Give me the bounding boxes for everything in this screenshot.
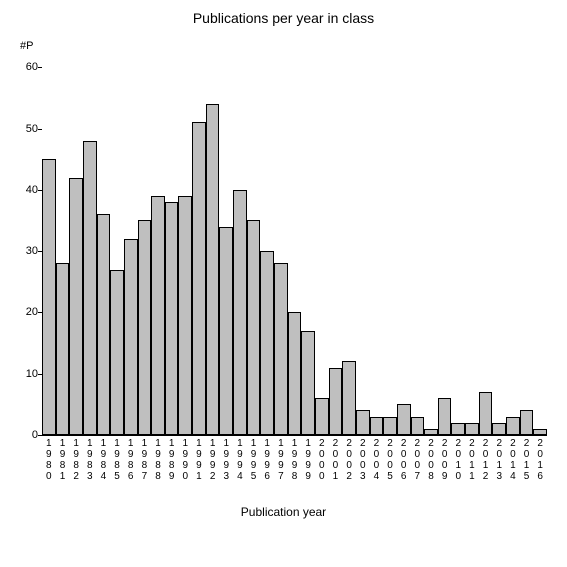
bar (520, 410, 534, 435)
y-axis-label: #P (20, 40, 33, 52)
x-tick-label: 1985 (111, 438, 123, 482)
y-tick-mark (38, 374, 42, 375)
bar (342, 361, 356, 435)
bar (110, 270, 124, 435)
x-tick-label: 1998 (289, 438, 301, 482)
x-tick-label: 2011 (466, 438, 478, 482)
x-tick-label: 1990 (179, 438, 191, 482)
bar (274, 263, 288, 435)
bar (315, 398, 329, 435)
x-tick-label: 1999 (302, 438, 314, 482)
bar (192, 122, 206, 435)
bar (247, 220, 261, 435)
bar (356, 410, 370, 435)
x-tick-label: 2009 (439, 438, 451, 482)
y-tick-mark (38, 251, 42, 252)
x-tick-label: 1993 (220, 438, 232, 482)
bar (370, 417, 384, 435)
bar (492, 423, 506, 435)
bar (69, 178, 83, 435)
x-tick-label: 2007 (411, 438, 423, 482)
x-tick-label: 2005 (384, 438, 396, 482)
bar (42, 159, 56, 435)
x-tick-label: 1994 (234, 438, 246, 482)
bar (178, 196, 192, 435)
bar (465, 423, 479, 435)
bar (151, 196, 165, 435)
bar (138, 220, 152, 435)
x-tick-label: 1980 (43, 438, 55, 482)
bar (383, 417, 397, 435)
bar (124, 239, 138, 435)
x-tick-label: 1988 (152, 438, 164, 482)
bar (506, 417, 520, 435)
plot-area: 0102030405060 (42, 55, 547, 436)
bar (424, 429, 438, 435)
bar (165, 202, 179, 435)
x-tick-label: 1981 (56, 438, 68, 482)
x-tick-label: 1995 (248, 438, 260, 482)
x-tick-label: 1992 (207, 438, 219, 482)
x-tick-label: 2004 (370, 438, 382, 482)
x-tick-label: 1997 (275, 438, 287, 482)
bar (329, 368, 343, 435)
y-tick-label: 40 (20, 184, 38, 196)
bar (260, 251, 274, 435)
bar (301, 331, 315, 435)
bar (451, 423, 465, 435)
x-tick-label: 1991 (193, 438, 205, 482)
x-tick-label: 1987 (138, 438, 150, 482)
chart-title: Publications per year in class (0, 10, 567, 26)
x-tick-label: 2016 (534, 438, 546, 482)
x-tick-label: 1996 (261, 438, 273, 482)
bar (219, 227, 233, 435)
y-tick-label: 30 (20, 245, 38, 257)
bar (533, 429, 547, 435)
x-tick-label: 2001 (329, 438, 341, 482)
y-tick-mark (38, 67, 42, 68)
bar (397, 404, 411, 435)
x-tick-label: 2008 (425, 438, 437, 482)
x-tick-label: 2010 (452, 438, 464, 482)
x-tick-label: 1983 (84, 438, 96, 482)
y-tick-label: 10 (20, 368, 38, 380)
x-tick-label: 1989 (166, 438, 178, 482)
x-tick-label: 2014 (507, 438, 519, 482)
y-tick-label: 20 (20, 306, 38, 318)
x-tick-label: 2013 (493, 438, 505, 482)
x-tick-label: 1984 (97, 438, 109, 482)
x-tick-label: 2006 (398, 438, 410, 482)
y-tick-mark (38, 190, 42, 191)
bar (411, 417, 425, 435)
y-tick-label: 50 (20, 123, 38, 135)
y-tick-mark (38, 435, 42, 436)
bar (83, 141, 97, 435)
bar (97, 214, 111, 435)
bar (233, 190, 247, 435)
y-tick-label: 60 (20, 61, 38, 73)
bar (288, 312, 302, 435)
x-tick-label: 2002 (343, 438, 355, 482)
x-tick-label: 2012 (480, 438, 492, 482)
x-axis-title: Publication year (0, 505, 567, 519)
chart-container: Publications per year in class #P 010203… (0, 0, 567, 567)
bar (438, 398, 452, 435)
bar (56, 263, 70, 435)
bar (206, 104, 220, 435)
x-tick-label: 2015 (521, 438, 533, 482)
bars-group (42, 55, 547, 435)
x-tick-label: 1986 (125, 438, 137, 482)
x-tick-label: 2000 (316, 438, 328, 482)
y-tick-label: 0 (20, 429, 38, 441)
y-tick-mark (38, 129, 42, 130)
x-tick-label: 1982 (70, 438, 82, 482)
x-tick-label: 2003 (357, 438, 369, 482)
bar (479, 392, 493, 435)
y-tick-mark (38, 312, 42, 313)
